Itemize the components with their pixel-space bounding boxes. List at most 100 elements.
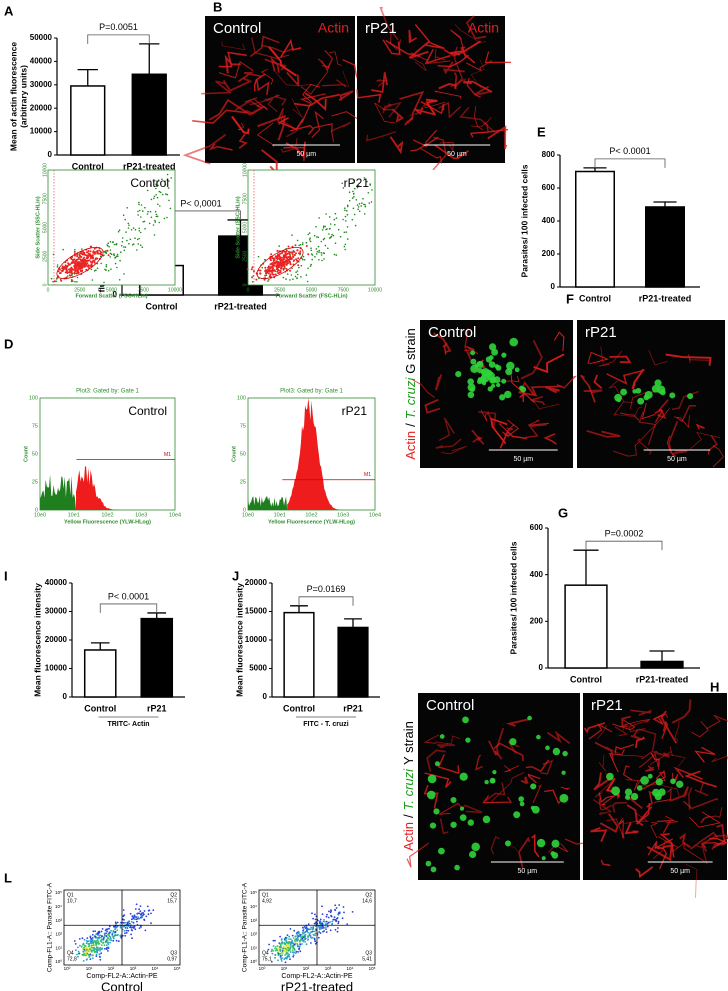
actin-filament: [439, 818, 449, 835]
density-event: [314, 940, 317, 943]
parasite: [654, 379, 662, 387]
density-event: [146, 905, 149, 908]
density-event: [122, 909, 125, 911]
actin-filament: [464, 345, 479, 355]
density-event: [86, 940, 89, 943]
bar: [337, 626, 369, 698]
density-event: [300, 936, 303, 939]
scatter-event: [252, 275, 255, 277]
density-event: [135, 903, 138, 906]
density-event: [335, 917, 338, 920]
actin-filament: [257, 114, 286, 141]
x-tick-label: Control: [84, 703, 116, 713]
gated-event: [80, 259, 83, 262]
density-event: [86, 937, 89, 939]
x-tick-label: 10e3: [135, 512, 147, 518]
scatter-event: [353, 196, 355, 198]
gated-event: [279, 256, 282, 259]
scatter-event: [311, 258, 314, 261]
density-event: [82, 954, 84, 957]
actin-filament: [471, 117, 492, 128]
gated-event: [66, 271, 69, 274]
actin-filament: [221, 41, 246, 51]
density-event: [286, 941, 289, 944]
scatter-event: [119, 259, 121, 262]
scatter-event: [361, 202, 363, 204]
density-event: [100, 941, 103, 943]
density-event: [77, 946, 79, 949]
density-event: [309, 932, 311, 934]
x-tick-label: 10e3: [337, 512, 349, 518]
density-event: [311, 936, 314, 939]
actin-filament: [654, 847, 667, 870]
actin-filament: [506, 423, 515, 432]
density-event: [327, 921, 330, 924]
density-event: [290, 941, 293, 943]
gated-event: [79, 252, 82, 255]
parasite: [427, 774, 437, 784]
actin-filament: [625, 779, 641, 791]
actin-filament: [695, 423, 705, 430]
gated-event: [288, 252, 291, 254]
gated-event: [58, 268, 61, 271]
scatter-event: [295, 271, 297, 274]
density-event: [279, 953, 281, 956]
actin-filament: [583, 389, 603, 394]
density-event: [132, 917, 135, 920]
scatter-event: [342, 218, 344, 221]
y-tick-label: 0: [539, 663, 544, 672]
density-event: [97, 933, 99, 936]
hist-gated: [76, 466, 135, 510]
parasite: [489, 777, 496, 784]
density-event: [150, 922, 152, 925]
density-event: [313, 930, 316, 933]
scatter-event: [144, 206, 146, 209]
actin-filament: [504, 419, 520, 437]
gated-event: [277, 253, 280, 256]
actin-filament: [313, 123, 333, 133]
density-event: [83, 953, 86, 955]
scatter-event: [103, 254, 105, 256]
actin-filament: [614, 401, 634, 417]
density-event: [274, 946, 277, 948]
gated-event: [252, 270, 255, 273]
density-event: [322, 920, 325, 923]
actin-filament: [590, 827, 608, 843]
density-event: [145, 915, 148, 918]
gated-event: [284, 250, 287, 253]
marker-label: M1: [164, 452, 171, 458]
density-event: [291, 949, 294, 951]
actin-filament: [449, 40, 482, 56]
density-event: [98, 934, 101, 937]
actin-filament: [253, 73, 266, 92]
density-event: [329, 921, 331, 923]
scatter-event: [74, 249, 76, 251]
density-event: [286, 945, 289, 948]
density-event: [79, 944, 81, 947]
actin-filament: [606, 818, 625, 839]
parasite: [488, 343, 497, 351]
density-event: [330, 914, 332, 917]
scatter-event: [141, 246, 144, 248]
scatter-event: [300, 264, 303, 267]
quadrant-name: Q3: [365, 950, 372, 956]
actin-filament: [424, 48, 451, 65]
scatter-event: [362, 197, 364, 200]
density-event: [104, 934, 107, 937]
density-event: [298, 934, 300, 937]
y-axis-label: Count: [23, 446, 29, 462]
parasite: [611, 786, 621, 796]
density-event: [91, 944, 93, 947]
quadrant-value: 4,92: [262, 898, 272, 904]
x-tick-label: 10e0: [242, 512, 254, 518]
parasite: [434, 761, 440, 767]
scatter-event: [327, 247, 329, 250]
gated-event: [72, 258, 75, 261]
density-event: [325, 926, 327, 928]
x-tick-label: 0: [47, 287, 50, 293]
density-event: [311, 912, 313, 915]
gated-event: [269, 263, 272, 266]
actin-filament: [668, 421, 679, 457]
parasite: [454, 864, 460, 871]
density-event: [280, 958, 283, 960]
